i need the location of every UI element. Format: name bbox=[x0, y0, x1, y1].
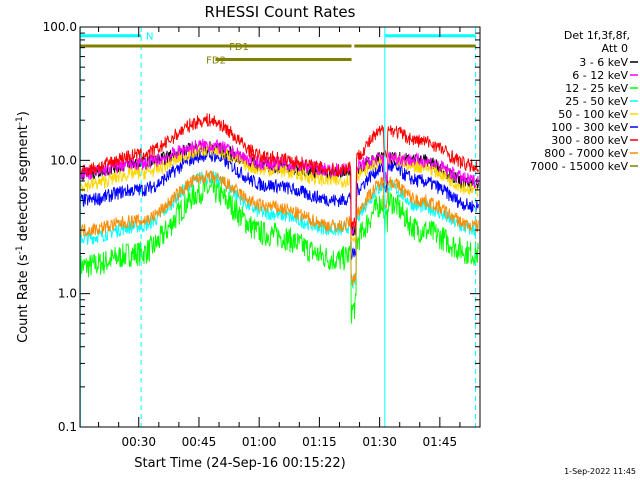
x-tick-label: 01:15 bbox=[302, 435, 337, 449]
plot-frame bbox=[79, 26, 481, 428]
legend-entry: 12 - 25 keV bbox=[565, 82, 628, 95]
x-axis-label: Start Time (24-Sep-16 00:15:22) bbox=[134, 456, 345, 471]
flag-label-n: N bbox=[146, 32, 153, 43]
footer-timestamp: 1-Sep-2022 11:45 bbox=[564, 467, 636, 476]
x-tick-label: 01:00 bbox=[242, 435, 277, 449]
legend-entry: 50 - 100 keV bbox=[558, 108, 628, 121]
series-line bbox=[79, 147, 479, 260]
series-line bbox=[79, 143, 479, 243]
axis-ticks: 0.1 1.0 10.0 100.0 00:30 00:45 01:00 01:15 01:30… bbox=[43, 20, 480, 449]
legend-entry: 25 - 50 keV bbox=[565, 95, 628, 108]
chart-title: RHESSI Count Rates bbox=[205, 3, 356, 21]
x-tick-label: 00:30 bbox=[121, 435, 156, 449]
y-axis-label: Count Rate (s-1 detector segment-1) bbox=[15, 111, 31, 343]
series-line bbox=[79, 169, 479, 287]
legend-header-line1: Det 1f,3f,8f, bbox=[564, 29, 630, 42]
y-tick-label: 10.0 bbox=[50, 153, 77, 167]
series-line bbox=[79, 138, 479, 236]
flag-label-fd2: FD2 bbox=[206, 56, 226, 67]
x-tick-label: 01:45 bbox=[423, 435, 458, 449]
legend-entry: 100 - 300 keV bbox=[551, 121, 628, 134]
x-tick-label: 01:30 bbox=[362, 435, 397, 449]
series-layer bbox=[79, 113, 479, 324]
y-tick-label: 100.0 bbox=[43, 20, 77, 34]
legend-entry: 3 - 6 keV bbox=[579, 56, 628, 69]
legend-entry: 7000 - 15000 keV bbox=[530, 160, 628, 173]
y-tick-label: 1.0 bbox=[58, 287, 77, 301]
legend-entry: 6 - 12 keV bbox=[572, 69, 628, 82]
legend-entry: 800 - 7000 keV bbox=[544, 147, 628, 160]
series-line bbox=[79, 113, 479, 229]
legend-header-line2: Att 0 bbox=[602, 42, 628, 55]
y-tick-label: 0.1 bbox=[58, 420, 77, 434]
series-line bbox=[79, 178, 479, 324]
flag-label-fd1: FD1 bbox=[229, 42, 249, 53]
legend-entry: 300 - 800 keV bbox=[551, 134, 628, 147]
x-tick-label: 00:45 bbox=[182, 435, 217, 449]
